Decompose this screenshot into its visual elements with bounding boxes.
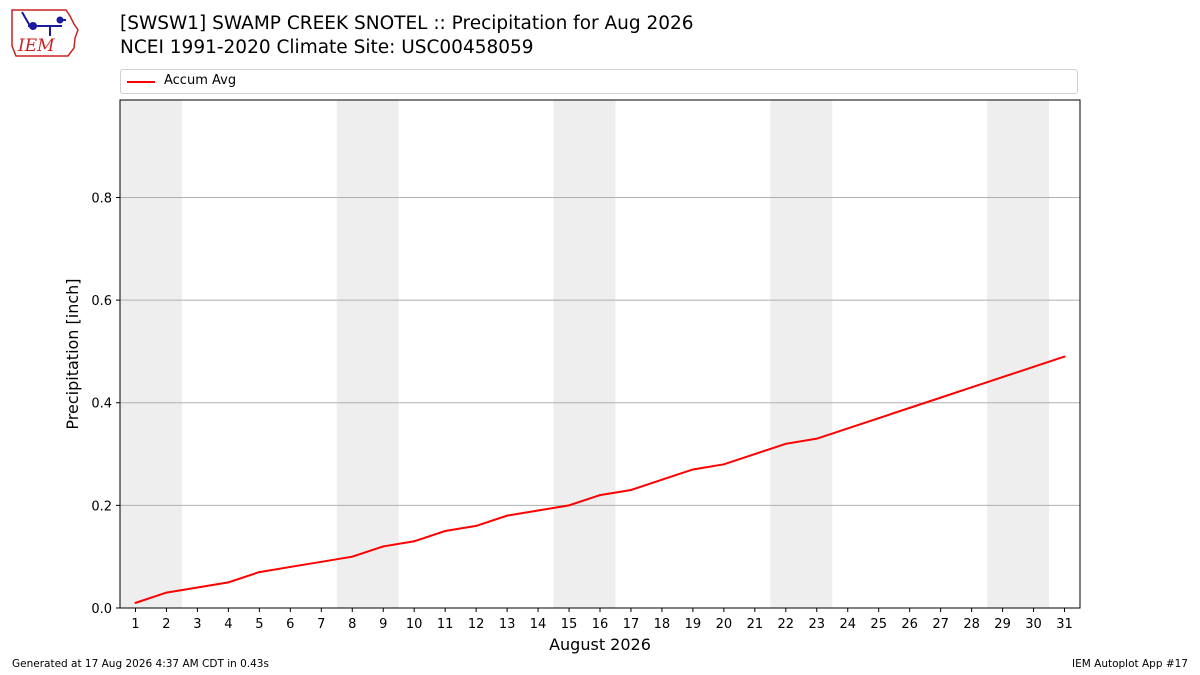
x-tick-label-16: 16 (592, 617, 609, 632)
weather-station-icon (21, 11, 66, 36)
x-tick-label-31: 31 (1056, 617, 1073, 632)
data-point-19 (691, 468, 694, 471)
x-tick-label-26: 26 (901, 617, 918, 632)
weekend-band-2 (336, 100, 399, 608)
x-tick-label-1: 1 (131, 617, 139, 632)
x-tick-label-28: 28 (963, 617, 980, 632)
weekend-band-3 (553, 100, 616, 608)
data-point-29 (1001, 376, 1004, 379)
x-tick-label-18: 18 (654, 617, 671, 632)
data-point-8 (351, 555, 354, 558)
x-tick-label-12: 12 (468, 617, 485, 632)
x-axis-label: August 2026 (549, 635, 651, 654)
weekend-band-5 (987, 100, 1050, 608)
x-tick-label-3: 3 (193, 617, 201, 632)
x-tick-label-20: 20 (716, 617, 733, 632)
x-tick-label-8: 8 (348, 617, 356, 632)
data-point-2 (165, 591, 168, 594)
y-tick-label-1: 0.2 (91, 499, 112, 514)
iem-logo: IEM (11, 9, 79, 57)
data-point-23 (815, 437, 818, 440)
data-point-21 (753, 453, 756, 456)
weekend-band-4 (770, 100, 833, 608)
x-tick-label-6: 6 (286, 617, 294, 632)
logo-text: IEM (17, 36, 55, 56)
title-line-2: NCEI 1991-2020 Climate Site: USC00458059 (120, 37, 534, 58)
data-point-7 (320, 560, 323, 563)
x-tick-label-4: 4 (224, 617, 232, 632)
legend-swatch-accum-avg (127, 81, 155, 83)
y-axis-label: Precipitation [inch] (63, 278, 82, 429)
data-point-9 (382, 545, 385, 548)
data-point-12 (475, 524, 478, 527)
data-point-15 (568, 504, 571, 507)
data-point-30 (1032, 365, 1035, 368)
data-point-25 (877, 417, 880, 420)
data-point-10 (413, 540, 416, 543)
y-tick-label-3: 0.6 (91, 294, 112, 309)
x-tick-label-15: 15 (561, 617, 578, 632)
legend: Accum Avg (120, 69, 1078, 94)
data-point-13 (506, 514, 509, 517)
x-tick-label-2: 2 (162, 617, 170, 632)
x-tick-label-17: 17 (623, 617, 640, 632)
data-point-24 (846, 427, 849, 430)
x-tick-label-14: 14 (530, 617, 547, 632)
x-tick-label-5: 5 (255, 617, 263, 632)
x-tick-label-11: 11 (437, 617, 454, 632)
x-tick-label-30: 30 (1025, 617, 1042, 632)
x-tick-label-10: 10 (406, 617, 423, 632)
data-point-6 (289, 565, 292, 568)
data-point-11 (444, 530, 447, 533)
generated-timestamp: Generated at 17 Aug 2026 4:37 AM CDT in … (12, 658, 269, 670)
data-point-31 (1063, 355, 1066, 358)
x-tick-label-7: 7 (317, 617, 325, 632)
title-line-1: [SWSW1] SWAMP CREEK SNOTEL :: Precipitat… (120, 13, 694, 34)
data-point-27 (939, 396, 942, 399)
data-point-18 (660, 478, 663, 481)
y-tick-label-2: 0.4 (91, 397, 112, 412)
data-point-3 (196, 586, 199, 589)
legend-label-accum-avg: Accum Avg (164, 73, 237, 88)
y-tick-label-4: 0.8 (91, 191, 112, 206)
data-point-14 (537, 509, 540, 512)
data-point-16 (599, 494, 601, 497)
data-point-5 (258, 571, 261, 574)
data-point-22 (784, 442, 787, 445)
x-tick-label-13: 13 (499, 617, 516, 632)
x-tick-label-25: 25 (870, 617, 887, 632)
data-point-26 (908, 406, 911, 409)
x-tick-label-23: 23 (809, 617, 826, 632)
data-point-1 (134, 601, 137, 604)
weekend-band-1 (120, 100, 182, 608)
data-point-28 (970, 386, 973, 389)
x-tick-label-24: 24 (839, 617, 856, 632)
data-point-17 (629, 488, 632, 491)
x-tick-label-22: 22 (778, 617, 795, 632)
data-point-4 (227, 581, 230, 584)
x-tick-label-21: 21 (747, 617, 764, 632)
x-tick-label-29: 29 (994, 617, 1011, 632)
x-tick-label-9: 9 (379, 617, 387, 632)
chart-title: [SWSW1] SWAMP CREEK SNOTEL :: Precipitat… (120, 12, 694, 60)
x-tick-label-27: 27 (932, 617, 949, 632)
y-tick-label-0: 0.0 (91, 602, 112, 617)
app-credit: IEM Autoplot App #17 (1072, 658, 1188, 670)
data-point-20 (722, 463, 725, 466)
x-tick-label-19: 19 (685, 617, 702, 632)
